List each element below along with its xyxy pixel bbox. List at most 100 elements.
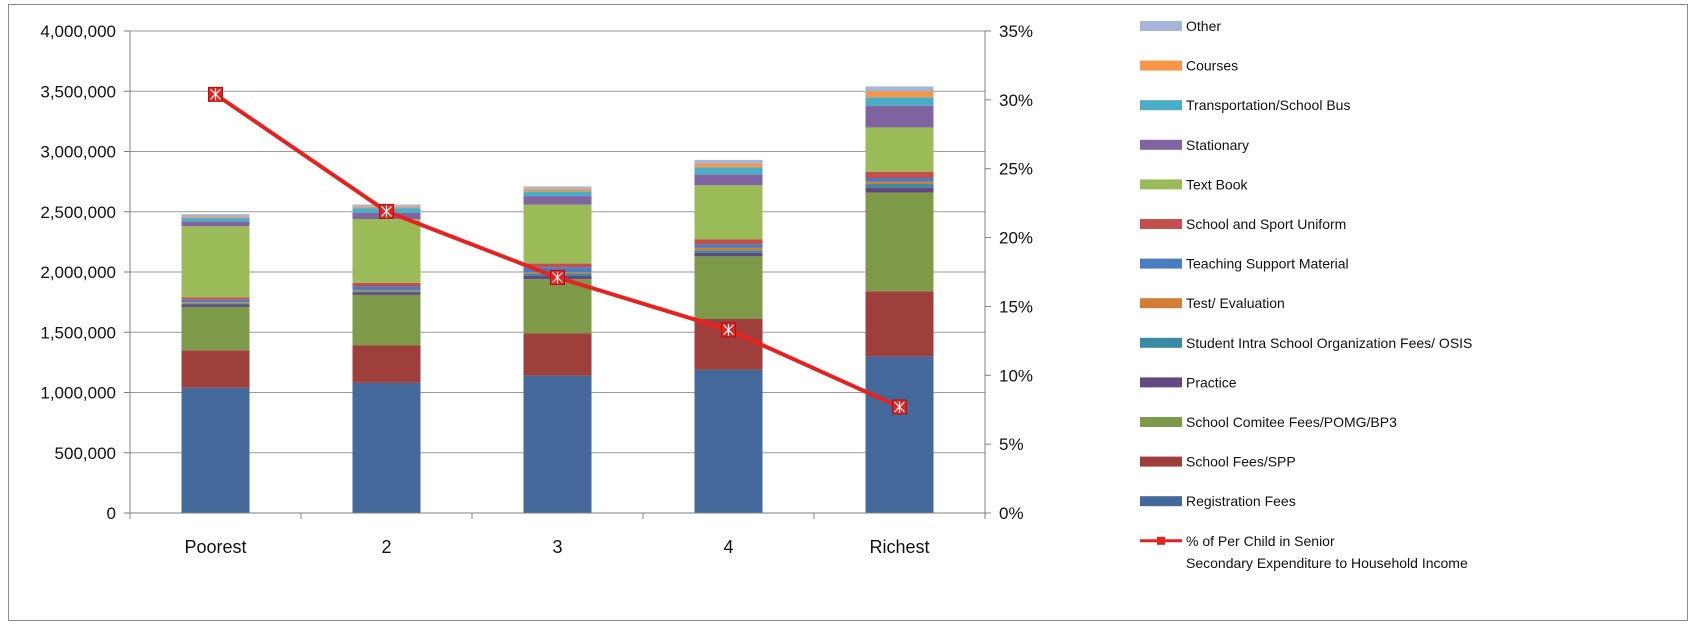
legend-swatch [1140,258,1182,269]
left-axis-tick-label: 4,000,000 [40,22,116,41]
line-marker [550,270,565,286]
legend: Other Courses Transportation/School Bus Sta… [1140,18,1472,571]
left-axis-tick-label: 1,000,000 [40,384,116,403]
legend-swatch [1140,377,1182,388]
right-axis-tick-label: 20% [999,229,1033,248]
left-axis-tick-label: 3,000,000 [40,143,116,162]
bar-segment [352,218,421,283]
bar-segment [694,256,763,319]
bar-segment [865,178,934,182]
legend-label: Registration Fees [1186,493,1296,509]
bar-segment [694,247,763,251]
right-axis-tick-label: 10% [999,366,1033,385]
legend-item: Courses [1140,58,1238,74]
bar-segment [865,291,934,357]
legend-label: Courses [1186,58,1238,74]
legend-item: Stationary [1140,137,1249,153]
bar-segment [865,192,934,292]
left-axis-tick-label: 2,500,000 [40,203,116,222]
bar-segment [352,345,421,383]
bar-segment [865,97,934,106]
legend-label: School Fees/SPP [1186,454,1296,470]
bar-segment [523,333,592,376]
bar-segment [352,292,421,295]
legend-item: School Fees/SPP [1140,454,1296,470]
left-axis-tick-label: 500,000 [55,444,116,463]
right-axis-tick-label: 15% [999,297,1033,316]
bar-segment [865,127,934,172]
right-axis-tick-label: 35% [999,22,1033,41]
category-label: Poorest [184,537,246,557]
bar-segment [523,267,592,272]
legend-item: Practice [1140,374,1237,390]
legend-swatch [1140,179,1182,190]
bar-segment [865,187,934,193]
legend-label: Teaching Support Material [1186,256,1349,272]
right-axis-tick-label: 5% [999,435,1024,454]
bar-segment [181,302,250,304]
bar-segment [181,350,250,388]
bar-segment [865,171,934,179]
legend-label: School and Sport Uniform [1186,216,1346,232]
left-axis-tick-label: 0 [107,504,116,523]
bar-segment [523,196,592,205]
bar-segment [523,263,592,268]
bar-segment [352,291,421,293]
bar-segment [181,303,250,305]
legend-label: Test/ Evaluation [1186,295,1285,311]
bar-segment [865,356,934,513]
legend-label: Stationary [1186,137,1249,153]
bar-segment [181,299,250,303]
legend-item: Student Intra School Organization Fees/ … [1140,335,1472,351]
bar-segment [523,188,592,192]
bar-segment [694,369,763,513]
left-axis-tick-label: 2,000,000 [40,263,116,282]
bar-segment [865,181,934,185]
legend-item: Test/ Evaluation [1140,295,1285,311]
bar-segment [181,304,250,307]
bar-segment [352,286,421,291]
legend-swatch [1140,298,1182,309]
line-marker [379,203,394,219]
legend-item: Text Book [1140,176,1248,192]
bar-segment [694,185,763,240]
line-marker [892,399,907,415]
line-marker [721,322,736,338]
bar-segment [865,105,934,128]
bar-segment [523,186,592,189]
legend-swatch [1140,21,1182,31]
legend-label: Text Book [1186,176,1248,192]
legend-item: Other [1140,18,1221,34]
bar-segment [523,204,592,264]
bar-segment [181,217,250,222]
bar-segment [694,250,763,253]
legend-label: Other [1186,18,1221,34]
left-axis-tick-label: 1,500,000 [40,323,116,342]
bar-segment [181,387,250,513]
left-axis-tick-label: 3,500,000 [40,82,116,101]
bar-segment [181,214,250,217]
category-label: Richest [869,537,929,557]
category-label: 3 [552,537,562,557]
line-marker [208,86,223,102]
legend-label: Transportation/School Bus [1186,97,1350,113]
legend-line-label: % of Per Child in Senior Secondary Expend… [1186,533,1468,571]
bar-segment [181,226,250,298]
bar-segment [694,244,763,248]
legend-item: School Comitee Fees/POMG/BP3 [1140,414,1397,430]
bar-segment [181,221,250,227]
legend-label: Practice [1186,374,1237,390]
legend-swatch [1140,60,1182,71]
legend-swatch [1140,337,1182,348]
legend-item: School and Sport Uniform [1140,216,1346,232]
bar-segment [694,163,763,168]
right-axis-tick-label: 0% [999,504,1024,523]
legend-swatch [1140,100,1182,111]
legend-item: Teaching Support Material [1140,256,1349,272]
category-label: 2 [381,537,391,557]
bar-segment [181,306,250,351]
axes: 0 500,000 1,000,000 1,500,000 2,000,000 2,500… [40,22,1033,557]
bar-segment [352,294,421,346]
stacked-bars [181,86,934,513]
